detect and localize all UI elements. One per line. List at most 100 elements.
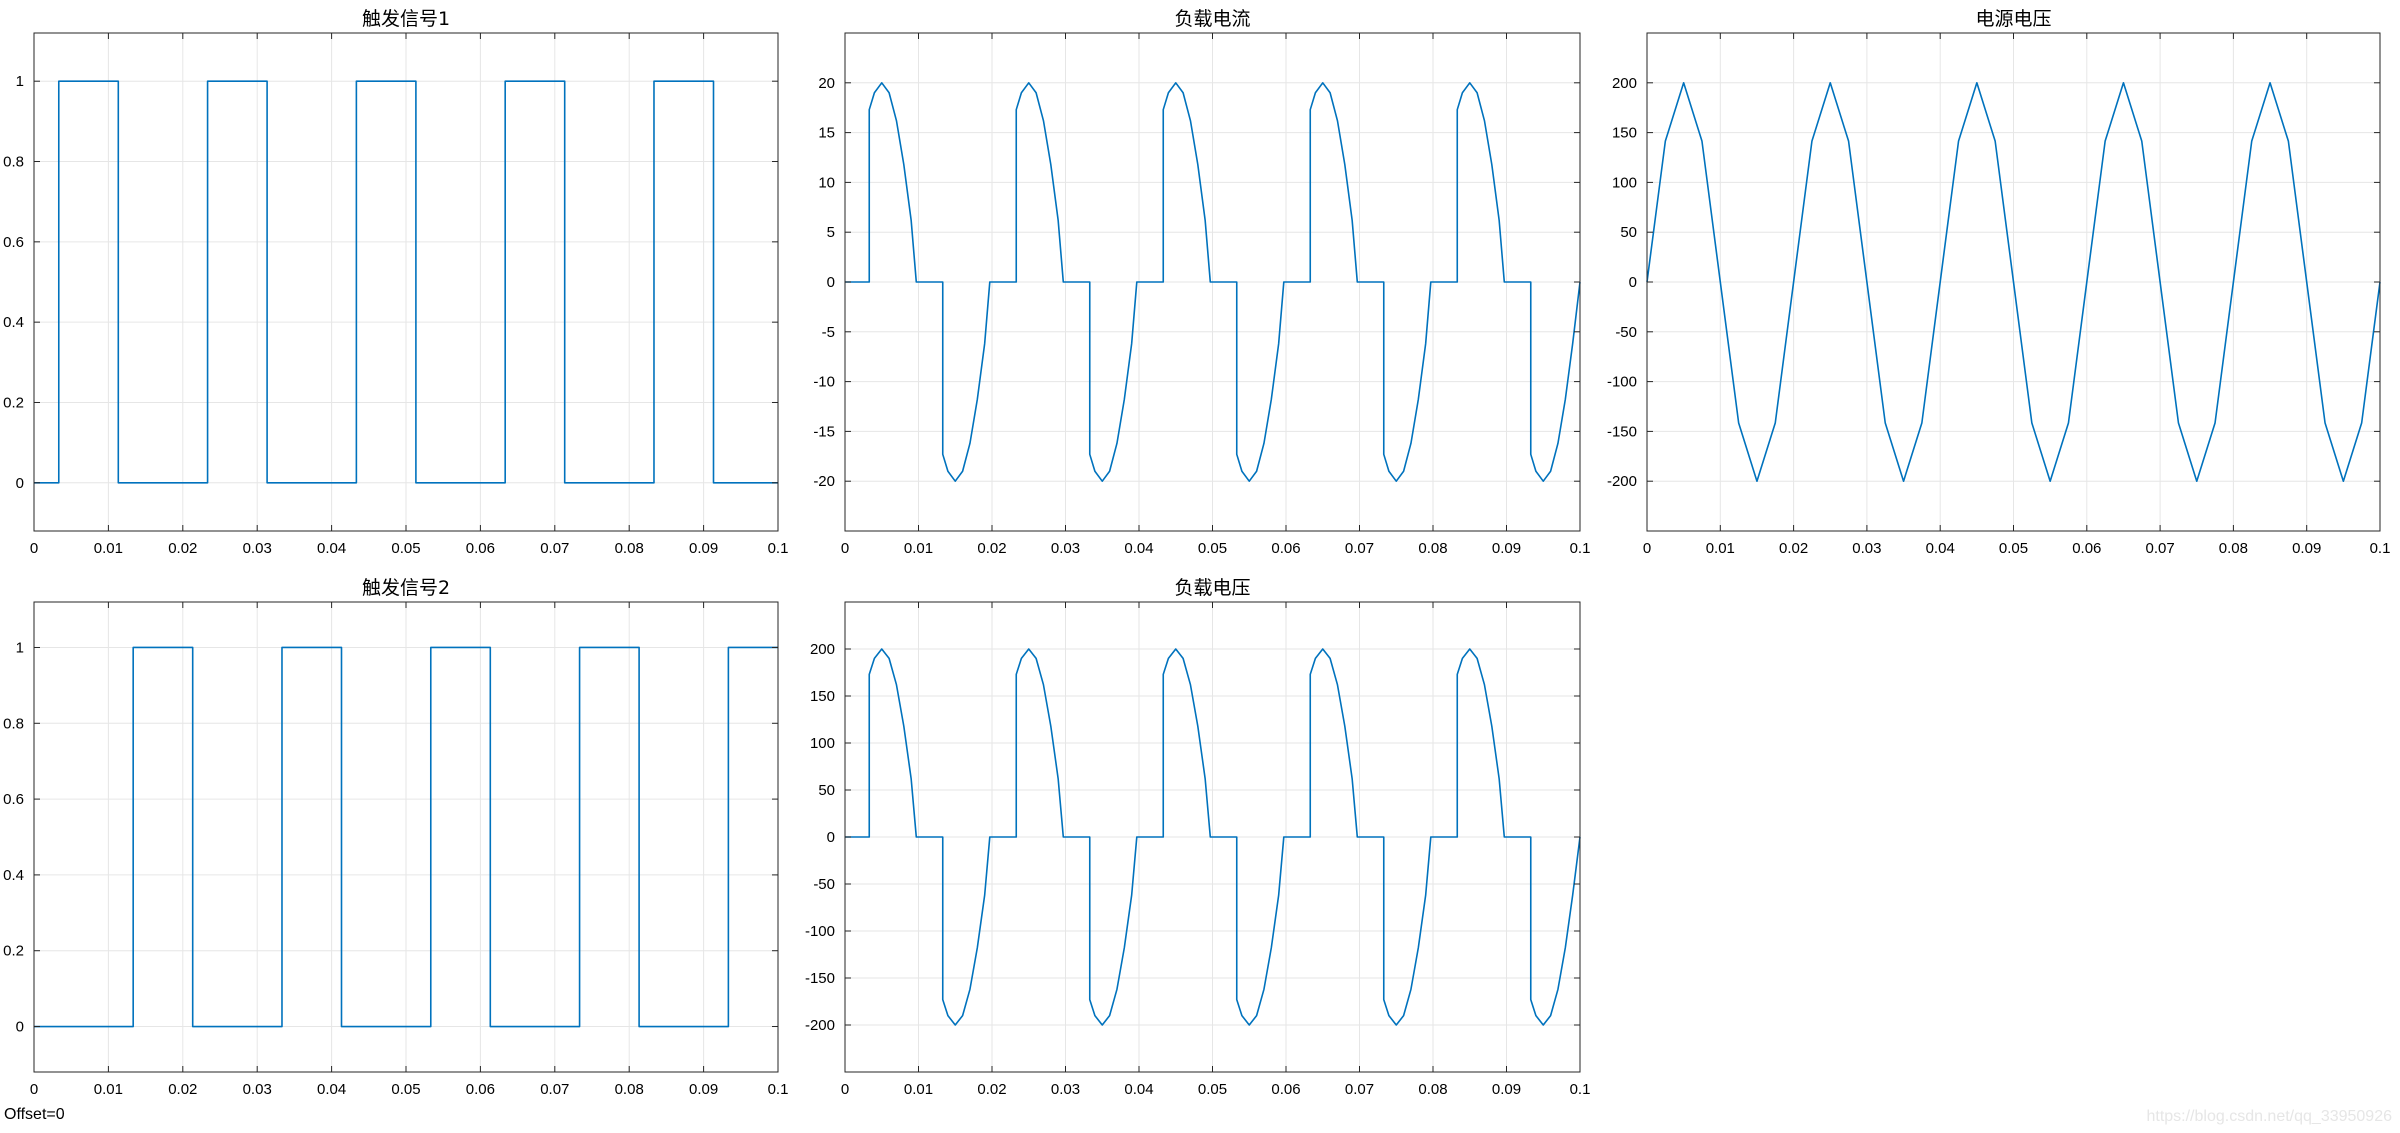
source-voltage-xtick-label-9: 0.09 [2292, 540, 2321, 557]
load-voltage-ytick-label-3: -50 [813, 876, 835, 893]
load-current-xtick-label-0: 0 [841, 540, 849, 557]
trigger1-xtick-label-4: 0.04 [317, 540, 346, 557]
load-current-xtick-label-9: 0.09 [1492, 540, 1521, 557]
source-voltage-series-line-0 [1646, 82, 2381, 483]
load-current-xtick-label-5: 0.05 [1198, 540, 1227, 557]
source-voltage-xtick-label-2: 0.02 [1779, 540, 1808, 557]
trigger2-series-line-0 [34, 646, 778, 1028]
load-voltage-xtick-label-2: 0.02 [977, 1081, 1006, 1098]
load-current-ytick-label-0: -20 [813, 473, 835, 490]
trigger2-xtick-label-3: 0.03 [243, 1081, 272, 1098]
load-current-ytick-label-4: 0 [827, 274, 835, 291]
load-voltage-ytick-label-1: -150 [805, 970, 835, 987]
source-voltage-ytick-label-1: -150 [1607, 423, 1637, 440]
source-voltage-ytick-label-6: 100 [1612, 174, 1637, 191]
source-voltage-xtick-label-4: 0.04 [1926, 540, 1955, 557]
trigger2-ytick-label-3: 0.6 [3, 791, 24, 808]
trigger1-xtick-label-3: 0.03 [243, 540, 272, 557]
load-current-ytick-label-8: 20 [818, 75, 835, 92]
trigger1-xtick-label-9: 0.09 [689, 540, 718, 557]
trigger1-ytick-label-5: 1 [16, 73, 24, 90]
trigger1-chart: 0 0.01 0.02 0.03 0.04 0.05 0.06 0.07 0.08 0.09 0.1… [3, 8, 788, 557]
source-voltage-xtick-label-0: 0 [1643, 540, 1651, 557]
source-voltage-xtick-label-3: 0.03 [1852, 540, 1881, 557]
source-voltage-xtick-label-5: 0.05 [1999, 540, 2028, 557]
load-voltage-xtick-label-6: 0.06 [1271, 1081, 1300, 1098]
load-voltage-xtick-label-9: 0.09 [1492, 1081, 1521, 1098]
load-current-ytick-label-1: -15 [813, 423, 835, 440]
load-current-ytick-label-6: 10 [818, 174, 835, 191]
trigger1-xtick-label-10: 0.1 [768, 540, 789, 557]
source-voltage-ytick-label-4: 0 [1629, 274, 1637, 291]
trigger1-ytick-label-0: 0 [16, 475, 24, 492]
load-voltage-xtick-label-7: 0.07 [1345, 1081, 1374, 1098]
load-voltage-ytick-label-8: 200 [810, 641, 835, 658]
trigger2-ytick-label-0: 0 [16, 1019, 24, 1036]
trigger1-xtick-label-0: 0 [30, 540, 38, 557]
source-voltage-ytick-label-7: 150 [1612, 125, 1637, 142]
load-voltage-chart: 0 0.01 0.02 0.03 0.04 0.05 0.06 0.07 0.08 0.09 0.1… [805, 577, 1590, 1098]
watermark: https://blog.csdn.net/qq_33950926 [2146, 1108, 2392, 1125]
load-current-chart: 0 0.01 0.02 0.03 0.04 0.05 0.06 0.07 0.08 0.09 0.1… [813, 8, 1590, 557]
source-voltage-ytick-label-3: -50 [1615, 324, 1637, 341]
trigger1-ytick-label-2: 0.4 [3, 314, 24, 331]
load-current-ytick-label-7: 15 [818, 125, 835, 142]
load-voltage-xtick-label-3: 0.03 [1051, 1081, 1080, 1098]
source-voltage-ytick-label-0: -200 [1607, 473, 1637, 490]
trigger2-chart: 0 0.01 0.02 0.03 0.04 0.05 0.06 0.07 0.08 0.09 0.1… [3, 577, 788, 1098]
load-current-xtick-label-7: 0.07 [1345, 540, 1374, 557]
load-voltage-xtick-label-0: 0 [841, 1081, 849, 1098]
trigger2-xtick-label-1: 0.01 [94, 1081, 123, 1098]
source-voltage-ytick-label-8: 200 [1612, 75, 1637, 92]
trigger1-ytick-label-3: 0.6 [3, 234, 24, 251]
load-voltage-ytick-label-7: 150 [810, 688, 835, 705]
load-current-xtick-label-6: 0.06 [1271, 540, 1300, 557]
trigger2-ytick-label-5: 1 [16, 639, 24, 656]
trigger2-xtick-label-2: 0.02 [168, 1081, 197, 1098]
load-current-ytick-label-2: -10 [813, 374, 835, 391]
trigger1-xtick-label-2: 0.02 [168, 540, 197, 557]
load-voltage-xtick-label-5: 0.05 [1198, 1081, 1227, 1098]
load-current-series-line-0 [845, 82, 1581, 483]
load-voltage-series-line-0 [845, 648, 1581, 1026]
load-current-ytick-label-3: -5 [822, 324, 835, 341]
load-current-xtick-label-4: 0.04 [1124, 540, 1153, 557]
source-voltage-chart: 0 0.01 0.02 0.03 0.04 0.05 0.06 0.07 0.08 0.09 0.1… [1607, 8, 2390, 557]
trigger1-xtick-label-7: 0.07 [540, 540, 569, 557]
load-voltage-ytick-label-5: 50 [818, 782, 835, 799]
source-voltage-xtick-label-1: 0.01 [1706, 540, 1735, 557]
trigger2-xtick-label-6: 0.06 [466, 1081, 495, 1098]
source-voltage-title: 电源电压 [1975, 8, 2051, 30]
load-current-xtick-label-2: 0.02 [977, 540, 1006, 557]
load-voltage-ytick-label-6: 100 [810, 735, 835, 752]
source-voltage-xtick-label-10: 0.1 [2370, 540, 2391, 557]
trigger1-series-line-0 [34, 80, 778, 484]
load-voltage-xtick-label-8: 0.08 [1418, 1081, 1447, 1098]
load-voltage-xtick-label-4: 0.04 [1124, 1081, 1153, 1098]
load-current-xtick-label-3: 0.03 [1051, 540, 1080, 557]
load-current-xtick-label-8: 0.08 [1418, 540, 1447, 557]
trigger1-ytick-label-1: 0.2 [3, 394, 24, 411]
trigger2-xtick-label-7: 0.07 [540, 1081, 569, 1098]
trigger1-xtick-label-1: 0.01 [94, 540, 123, 557]
source-voltage-xtick-label-6: 0.06 [2072, 540, 2101, 557]
trigger2-xtick-label-9: 0.09 [689, 1081, 718, 1098]
trigger1-xtick-label-8: 0.08 [615, 540, 644, 557]
load-voltage-xtick-label-10: 0.1 [1570, 1081, 1591, 1098]
load-voltage-ytick-label-2: -100 [805, 923, 835, 940]
source-voltage-ytick-label-5: 50 [1620, 224, 1637, 241]
load-voltage-title: 负载电压 [1174, 577, 1250, 599]
trigger2-ytick-label-1: 0.2 [3, 943, 24, 960]
load-current-ytick-label-5: 5 [827, 224, 835, 241]
trigger2-xtick-label-8: 0.08 [615, 1081, 644, 1098]
trigger2-ytick-label-2: 0.4 [3, 867, 24, 884]
offset-label: Offset=0 [4, 1106, 65, 1123]
load-voltage-ytick-label-4: 0 [827, 829, 835, 846]
trigger1-title: 触发信号1 [362, 8, 450, 30]
source-voltage-ytick-label-2: -100 [1607, 374, 1637, 391]
trigger1-ytick-label-4: 0.8 [3, 154, 24, 171]
trigger2-xtick-label-10: 0.1 [768, 1081, 789, 1098]
trigger2-xtick-label-4: 0.04 [317, 1081, 346, 1098]
load-voltage-xtick-label-1: 0.01 [904, 1081, 933, 1098]
source-voltage-xtick-label-7: 0.07 [2145, 540, 2174, 557]
